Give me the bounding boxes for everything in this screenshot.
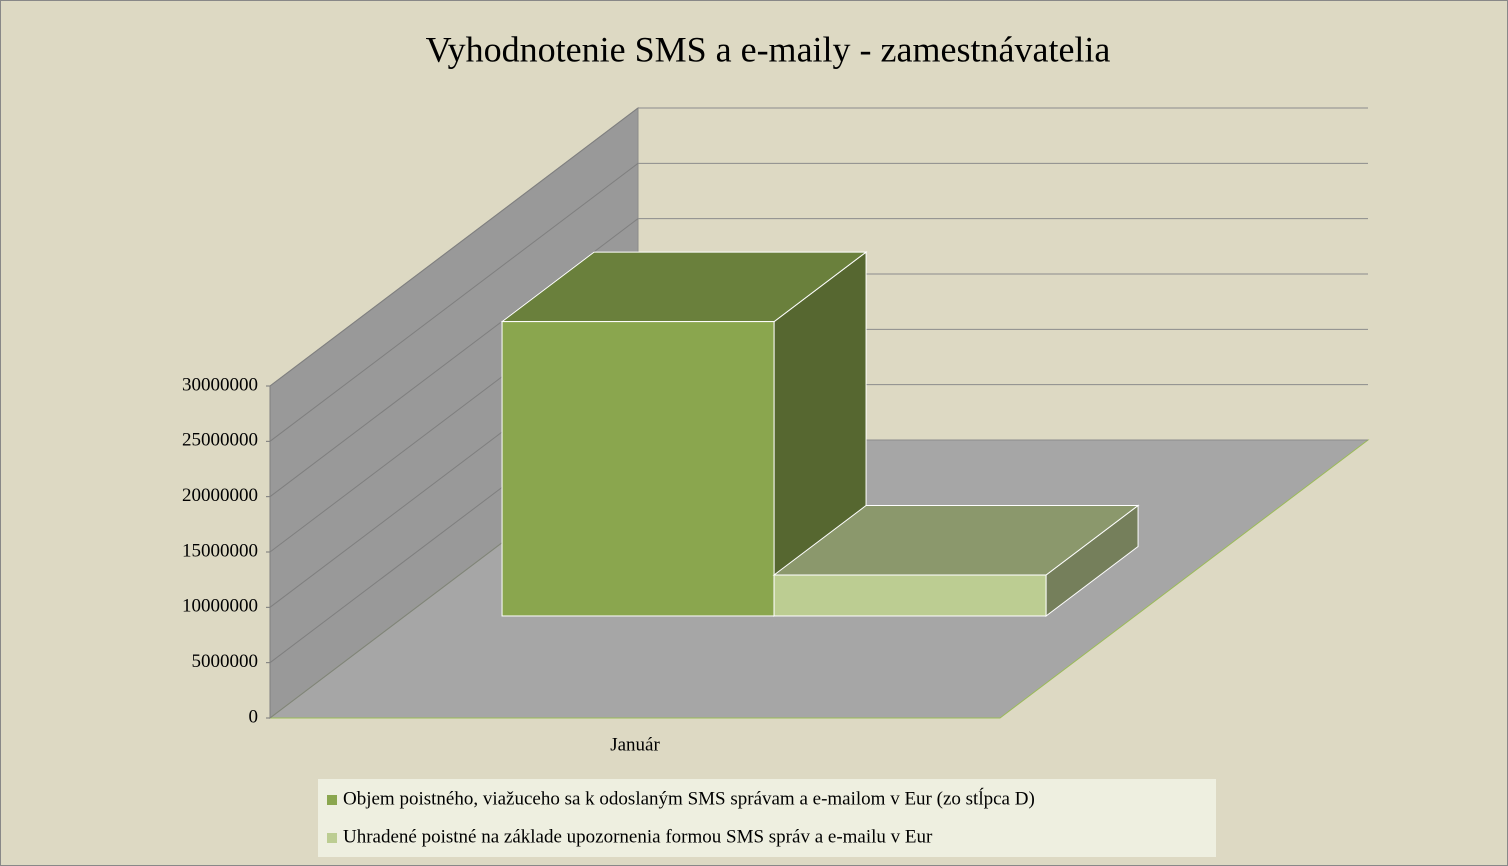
y-tick-label: 10000000 [182,596,258,617]
y-tick-label: 0 [249,706,259,727]
grid-line [269,107,639,387]
legend-swatch [327,833,337,843]
chart-title: Vyhodnotenie SMS a e-maily - zamestnávat… [426,29,1111,69]
grid-line [269,162,639,442]
bar [501,321,775,617]
x-tick-label: Január [610,734,660,755]
legend-swatch [327,795,337,805]
y-tick-label: 25000000 [182,430,258,451]
bar [773,574,1047,617]
y-tick-label: 15000000 [182,540,258,561]
legend-label: Objem poistného, viažuceho sa k odoslaný… [343,787,1035,809]
y-tick-label: 5000000 [192,651,259,672]
y-tick-label: 20000000 [182,485,258,506]
legend [318,779,1216,857]
legend-label: Uhradené poistné na základe upozornenia … [343,826,933,847]
y-tick-label: 30000000 [182,374,258,395]
